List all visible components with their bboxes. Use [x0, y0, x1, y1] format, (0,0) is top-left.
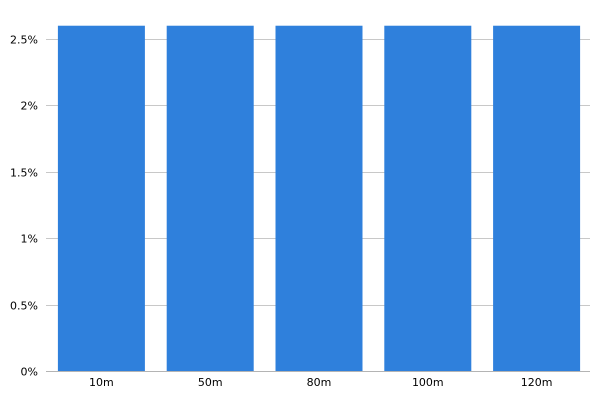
bar [384, 25, 472, 371]
bars [57, 25, 581, 371]
y-tick-label: 1% [21, 233, 38, 246]
x-tick-label: 10m [89, 376, 114, 389]
x-tick-labels: 10m 50m 80m 100m 120m [89, 376, 552, 389]
y-tick-label: 0.5% [10, 300, 38, 313]
x-tick-label: 100m [412, 376, 444, 389]
y-tick-label: 2% [21, 100, 38, 113]
bar [275, 25, 363, 371]
y-tick-label: 0% [21, 366, 38, 379]
y-tick-label: 1.5% [10, 167, 38, 180]
bar [166, 25, 254, 371]
y-tick-label: 2.5% [10, 34, 38, 47]
x-tick-label: 50m [198, 376, 223, 389]
x-tick-label: 120m [521, 376, 553, 389]
bar [493, 25, 581, 371]
x-tick-label: 80m [307, 376, 332, 389]
bar [57, 25, 145, 371]
y-tick-labels: 0% 0.5% 1% 1.5% 2% 2.5% [10, 34, 38, 379]
